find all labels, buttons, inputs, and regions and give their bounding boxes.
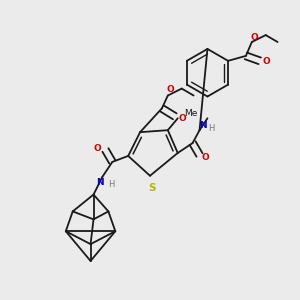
Text: S: S <box>148 183 156 193</box>
Text: O: O <box>167 85 175 94</box>
Text: N: N <box>199 121 206 130</box>
Text: O: O <box>179 114 187 123</box>
Text: O: O <box>263 57 271 66</box>
Text: H: H <box>108 180 115 189</box>
Text: Me: Me <box>184 109 197 118</box>
Text: O: O <box>202 153 209 162</box>
Text: H: H <box>208 124 214 133</box>
Text: O: O <box>94 143 101 152</box>
Text: O: O <box>251 33 259 42</box>
Text: N: N <box>96 178 103 187</box>
